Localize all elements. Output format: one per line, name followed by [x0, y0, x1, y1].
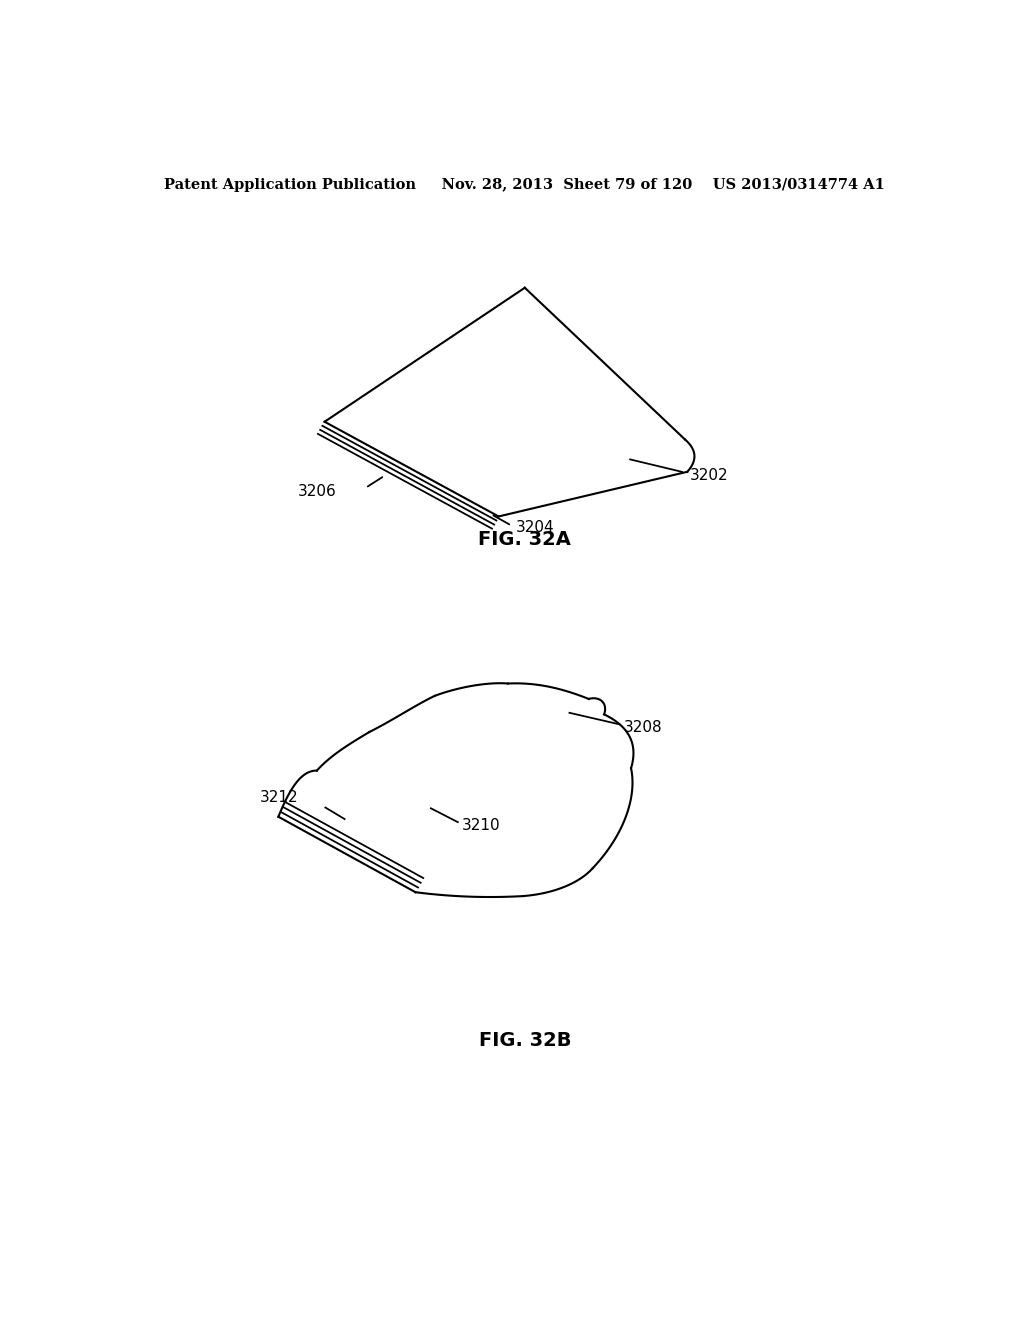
- Text: 3208: 3208: [625, 719, 663, 735]
- Text: FIG. 32B: FIG. 32B: [478, 1031, 571, 1049]
- Text: 3202: 3202: [689, 469, 728, 483]
- Text: 3212: 3212: [260, 789, 298, 805]
- Text: Patent Application Publication     Nov. 28, 2013  Sheet 79 of 120    US 2013/031: Patent Application Publication Nov. 28, …: [165, 178, 885, 193]
- Text: FIG. 32A: FIG. 32A: [478, 531, 571, 549]
- Text: 3204: 3204: [515, 520, 554, 536]
- Text: 3206: 3206: [298, 483, 337, 499]
- Text: 3210: 3210: [462, 817, 501, 833]
